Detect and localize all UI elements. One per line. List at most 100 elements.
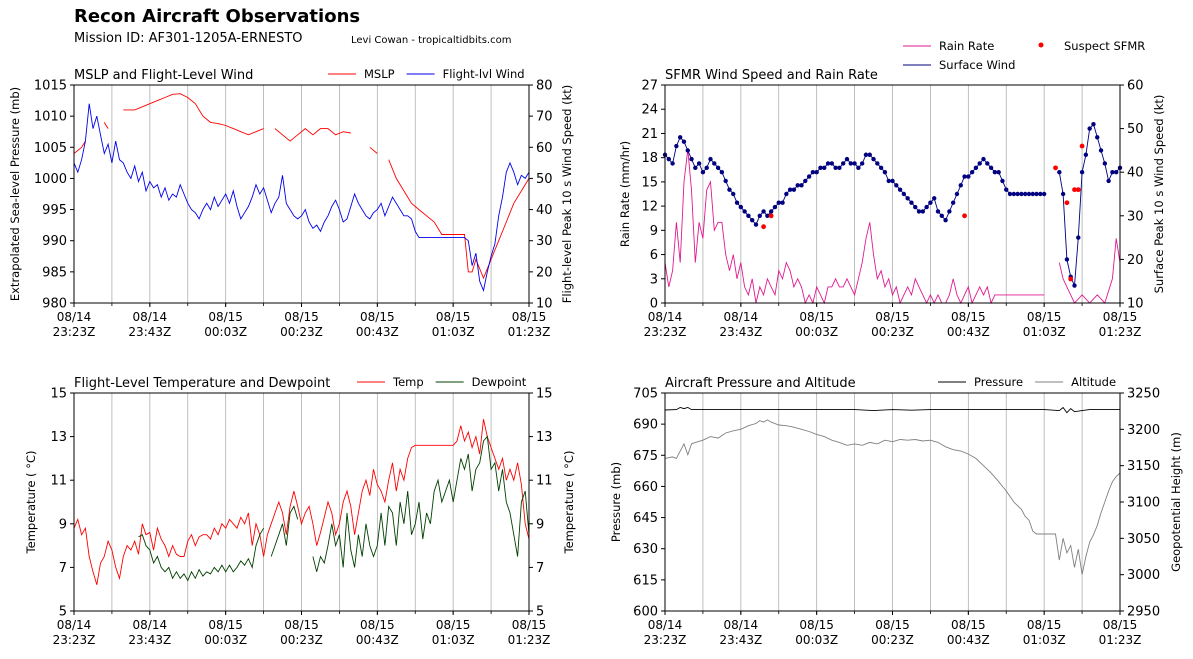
y-tick-label-left: 9 — [650, 224, 658, 239]
series-line-dewpoint — [138, 435, 530, 582]
legend-label: Surface Wind — [939, 58, 1015, 72]
surface-wind-point — [928, 200, 933, 205]
series-line-rain-rate — [664, 149, 1121, 305]
surface-wind-point — [731, 191, 736, 197]
surface-wind-point — [966, 174, 971, 179]
suspect-sfmr-point — [761, 224, 766, 230]
y-tick-label-right: 13 — [536, 430, 553, 445]
y-axis-label-left: Temperature ( °C) — [24, 451, 38, 555]
surface-wind-point — [871, 156, 876, 162]
surface-wind-point — [780, 200, 785, 205]
x-tick-label: 08/15 — [284, 618, 319, 632]
x-tick-label: 01:03Z — [432, 633, 475, 647]
x-tick-label: 00:03Z — [204, 325, 247, 339]
surface-wind-point — [761, 209, 766, 214]
surface-wind-point — [1034, 191, 1039, 197]
y-tick-label-left: 660 — [633, 480, 658, 495]
surface-wind-point — [700, 170, 706, 175]
x-tick-label: 08/14 — [724, 618, 759, 632]
y-axis-label-left: Extrapolated Sea-level Pressure (mb) — [8, 87, 22, 301]
legend-label: MSLP — [364, 67, 395, 81]
surface-wind-point — [1023, 191, 1028, 197]
suspect-sfmr-point — [1072, 187, 1077, 193]
y-tick-label-left: 1005 — [34, 141, 67, 156]
main-title: Recon Aircraft Observations — [74, 6, 361, 27]
surface-wind-point — [1083, 152, 1089, 157]
x-tick-label: 08/15 — [799, 618, 834, 632]
x-tick-label: 08/14 — [133, 618, 168, 632]
y-tick-label-left: 600 — [633, 605, 658, 620]
chart-title: MSLP and Flight-Level Wind — [74, 68, 253, 83]
y-tick-label-left: 645 — [633, 511, 658, 526]
surface-wind-point — [1000, 178, 1005, 184]
surface-wind-point — [696, 161, 702, 166]
surface-wind-point — [935, 209, 941, 214]
surface-wind-point — [1106, 178, 1111, 184]
y-tick-label-left: 13 — [50, 430, 67, 445]
y-tick-label-right: 9 — [536, 517, 544, 532]
surface-wind-point — [677, 135, 683, 140]
surface-wind-point — [913, 204, 918, 210]
x-tick-label: 08/14 — [648, 618, 683, 632]
surface-wind-point — [806, 174, 812, 179]
y-tick-label-left: 15 — [641, 175, 658, 190]
surface-wind-point — [753, 222, 759, 227]
series-line-altitude — [664, 419, 1121, 575]
suspect-sfmr-point — [1075, 187, 1081, 193]
x-tick-label: 08/15 — [360, 618, 395, 632]
chart-title: SFMR Wind Speed and Rain Rate — [665, 68, 878, 83]
y-tick-label-right: 15 — [536, 387, 553, 402]
surface-wind-point — [856, 165, 861, 171]
surface-wind-point — [712, 161, 717, 166]
surface-wind-point — [1011, 191, 1017, 197]
y-tick-label-right: 3250 — [1127, 387, 1160, 402]
x-tick-label: 08/15 — [208, 310, 243, 324]
surface-wind-point — [727, 187, 732, 192]
y-tick-label-right: 2950 — [1127, 605, 1160, 620]
x-tick-label: 08/15 — [951, 310, 986, 324]
x-tick-label: 01:23Z — [1099, 325, 1142, 339]
x-tick-label: 23:43Z — [719, 325, 762, 339]
chart-mslp: 9809859909951000100510101015102030405060… — [8, 67, 574, 339]
chart-press: 600 615 630 645 660 675 690 705 2950 3000 3050 3100… — [609, 375, 1183, 647]
y-tick-label-left: 985 — [42, 265, 67, 280]
surface-wind-point — [1060, 191, 1066, 197]
y-tick-label-right: 3000 — [1127, 568, 1160, 583]
y-axis-label-left: Rain Rate (mm/hr) — [618, 141, 632, 247]
y-tick-label-left: 5 — [59, 605, 67, 620]
surface-wind-point — [897, 187, 903, 192]
surface-wind-point — [1026, 191, 1032, 197]
y-tick-label-right: 3200 — [1127, 423, 1160, 438]
mission-id: Mission ID: AF301-1205A-ERNESTO — [74, 31, 303, 46]
surface-wind-point — [939, 213, 944, 218]
surface-wind-point — [985, 161, 990, 166]
surface-wind-point — [829, 161, 835, 166]
x-tick-label: 08/15 — [1027, 310, 1062, 324]
surface-wind-point — [943, 217, 948, 223]
x-tick-label: 00:23Z — [871, 325, 914, 339]
surface-wind-point — [916, 209, 922, 214]
surface-wind-point — [818, 165, 823, 171]
surface-wind-point — [878, 165, 884, 171]
surface-wind-point — [1038, 191, 1043, 197]
x-tick-label: 01:03Z — [432, 325, 475, 339]
surface-wind-point — [1057, 170, 1062, 175]
legend-marker — [1038, 42, 1044, 48]
surface-wind-point — [787, 187, 793, 192]
surface-wind-point — [947, 209, 952, 214]
x-tick-label: 01:03Z — [1023, 633, 1066, 647]
y-tick-label-left: 675 — [633, 449, 658, 464]
surface-wind-point — [875, 161, 880, 166]
suspect-sfmr-point — [1064, 200, 1070, 206]
y-tick-label-left: 9 — [59, 517, 67, 532]
surface-wind-point — [1004, 187, 1009, 192]
surface-wind-point — [996, 170, 1001, 175]
y-tick-label-right: 7 — [536, 561, 544, 576]
x-tick-label: 08/15 — [436, 310, 471, 324]
x-tick-label: 08/15 — [512, 310, 547, 324]
y-tick-label-right: 5 — [536, 605, 544, 620]
surface-wind-point — [776, 200, 781, 205]
y-axis-label-right: Temperature ( °C) — [562, 451, 576, 555]
y-tick-label-right: 11 — [536, 474, 553, 489]
surface-wind-point — [791, 187, 797, 192]
